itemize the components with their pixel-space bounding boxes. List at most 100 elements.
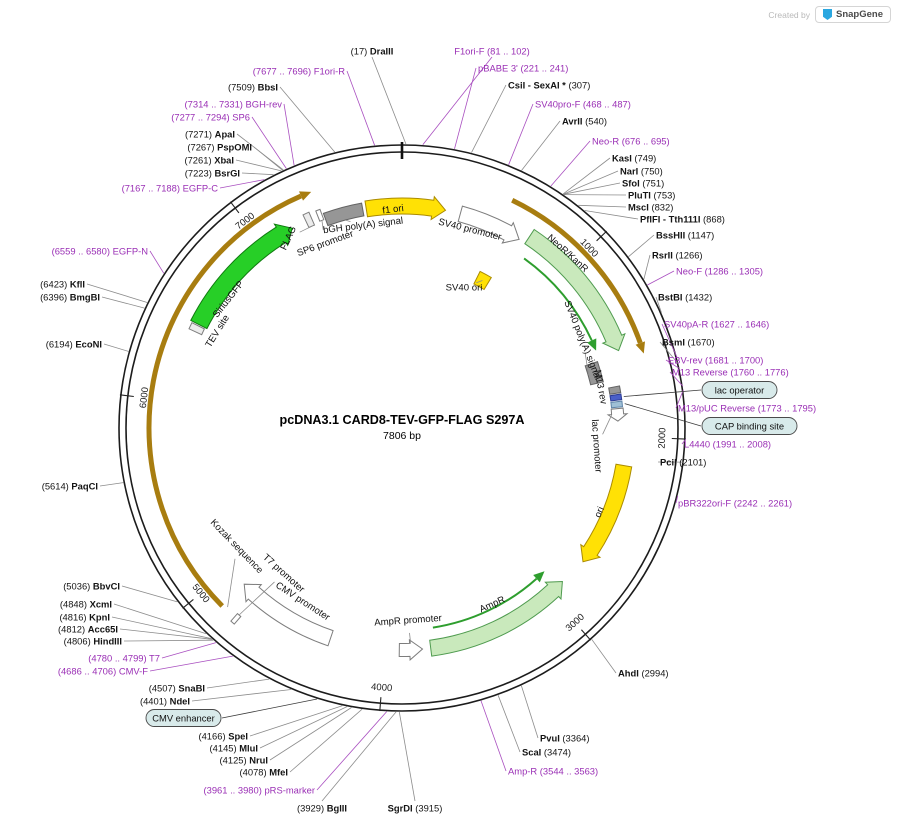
- f1-ori[interactable]: [364, 195, 447, 221]
- feature-label-kozak-sequence[interactable]: Kozak sequence: [208, 517, 265, 576]
- enzyme-label-econi[interactable]: (6194) EcoNI: [46, 338, 102, 349]
- m13-rev-site[interactable]: [608, 385, 622, 395]
- primer-label-sv40pa-r-1627-1646[interactable]: SV40pA-R (1627 .. 1646): [664, 318, 769, 329]
- enzyme-label-bsshii[interactable]: BssHII (1147): [656, 229, 714, 240]
- enzyme-label-bsrgi[interactable]: (7223) BsrGI: [185, 167, 240, 178]
- boxed-feature-labels: lac operator CAP binding site CMV enhancer: [145, 381, 798, 727]
- leader-line-bbsi: [279, 86, 336, 153]
- primer-label-neo-r-676-695[interactable]: Neo-R (676 .. 695): [592, 135, 670, 146]
- snapgene-logo: SnapGene: [815, 6, 891, 23]
- enzyme-label-snabi[interactable]: (4507) SnaBI: [149, 682, 205, 693]
- enzyme-label-ahdi[interactable]: AhdI (2994): [618, 667, 669, 678]
- enzyme-label-spei[interactable]: (4166) SpeI: [198, 730, 248, 741]
- tev-site-feature[interactable]: [188, 322, 206, 336]
- position-mark-6000: 6000: [138, 387, 151, 409]
- primer-label-4780-4799-t7[interactable]: (4780 .. 4799) T7: [88, 652, 160, 663]
- ori[interactable]: [580, 463, 633, 563]
- feature-box-cap-binding-site[interactable]: [701, 417, 798, 435]
- primer-label-6559-6580-egfp-n[interactable]: (6559 .. 6580) EGFP-N: [52, 245, 148, 256]
- watermark: Created by SnapGene: [768, 6, 891, 23]
- enzyme-label-pflfi-tth111i[interactable]: PflFI - Tth111I (868): [640, 213, 725, 224]
- enzyme-label-xbai[interactable]: (7261) XbaI: [184, 154, 234, 165]
- neo-cassette-arc[interactable]: [511, 198, 643, 344]
- primer-label-m13-reverse-1760-1776[interactable]: M13 Reverse (1760 .. 1776): [672, 366, 789, 377]
- enzyme-label-mfei[interactable]: (4078) MfeI: [240, 766, 288, 777]
- leader-line-bstbi: [655, 296, 662, 313]
- neor-inner-arrow[interactable]: [523, 257, 593, 341]
- enzyme-label-csii-sexai[interactable]: CsiI - SexAI * (307): [508, 79, 590, 90]
- ampr[interactable]: [429, 580, 563, 657]
- primer-label-f1ori-f-81-102[interactable]: F1ori-F (81 .. 102): [454, 45, 530, 56]
- primer-label-3961-3980-prs-marker[interactable]: (3961 .. 3980) pRS-marker: [203, 784, 315, 795]
- enzyme-label-nari[interactable]: NarI (750): [620, 165, 663, 176]
- enzyme-label-avrii[interactable]: AvrII (540): [562, 115, 607, 126]
- enzyme-label-paqci[interactable]: (5614) PaqCI: [42, 480, 98, 491]
- primer-label-amp-r-3544-3563[interactable]: Amp-R (3544 .. 3563): [508, 765, 598, 776]
- primer-label-m13-puc-reverse-1773-1795[interactable]: M13/pUC Reverse (1773 .. 1795): [678, 402, 816, 413]
- feature-label-f1-ori[interactable]: f1 ori: [382, 203, 405, 217]
- enzyme-label-rsrii[interactable]: RsrII (1266): [652, 249, 703, 260]
- flag-tag[interactable]: [302, 211, 316, 229]
- enzyme-label-ndei[interactable]: (4401) NdeI: [140, 695, 190, 706]
- enzyme-label-pvui[interactable]: PvuI (3364): [540, 732, 590, 743]
- bgh-polya-signal[interactable]: [322, 202, 365, 227]
- enzyme-label-nrui[interactable]: (4125) NruI: [220, 754, 268, 765]
- enzyme-label-scai[interactable]: ScaI (3474): [522, 746, 571, 757]
- feature-label-ori[interactable]: ori: [593, 505, 607, 519]
- primer-label-pbabe-3-221-241[interactable]: pBABE 3' (221 .. 241): [478, 62, 568, 73]
- cap-binding-site-feature[interactable]: [610, 400, 624, 409]
- ampr-promoter[interactable]: [398, 638, 424, 661]
- primer-label-7314-7331-bgh-rev[interactable]: (7314 .. 7331) BGH-rev: [185, 98, 283, 109]
- primer-label-7277-7294-sp6[interactable]: (7277 .. 7294) SP6: [171, 111, 250, 122]
- enzyme-label-xcmi[interactable]: (4848) XcmI: [60, 598, 112, 609]
- primer-label-4686-4706-cmv-f[interactable]: (4686 .. 4706) CMV-F: [58, 665, 148, 676]
- primer-label-neo-f-1286-1305[interactable]: Neo-F (1286 .. 1305): [676, 265, 763, 276]
- enzyme-label-sgrdi[interactable]: SgrDI (3915): [388, 802, 443, 813]
- leader-line-3961-3980-prs-marker: [316, 711, 387, 791]
- sv40-polya-signal[interactable]: [584, 360, 604, 386]
- enzyme-label-kpni[interactable]: (4816) KpnI: [59, 611, 110, 622]
- primer-label-sv40pro-f-468-487[interactable]: SV40pro-F (468 .. 487): [535, 98, 631, 109]
- neor-kanr[interactable]: [524, 228, 626, 352]
- feature-label-lac-promoter[interactable]: lac promoter: [589, 419, 604, 474]
- primer-label-pbr322ori-f-2242-2261[interactable]: pBR322ori-F (2242 .. 2261): [678, 497, 792, 508]
- lac-promoter-site[interactable]: [606, 407, 629, 422]
- sv40-ori[interactable]: [473, 270, 492, 291]
- primer-label-7167-7188-egfp-c[interactable]: (7167 .. 7188) EGFP-C: [122, 182, 219, 193]
- enzyme-label-bstbi[interactable]: BstBI (1432): [658, 291, 712, 302]
- enzyme-label-bbvci[interactable]: (5036) BbvCI: [63, 580, 120, 591]
- enzyme-label-acc65i[interactable]: (4812) Acc65I: [58, 623, 118, 634]
- enzyme-label-mlui[interactable]: (4145) MluI: [210, 742, 258, 753]
- t7-promoter-site[interactable]: [230, 612, 242, 625]
- feature-box-cmv-enhancer[interactable]: [145, 709, 222, 727]
- enzyme-label-msci[interactable]: MscI (832): [628, 201, 673, 212]
- primer-label-7677-7696-f1ori-r[interactable]: (7677 .. 7696) F1ori-R: [253, 65, 345, 76]
- enzyme-label-sfoi[interactable]: SfoI (751): [622, 177, 664, 188]
- primer-label-l4440-1991-2008[interactable]: L4440 (1991 .. 2008): [684, 438, 771, 449]
- enzyme-label-pluti[interactable]: PluTI (753): [628, 189, 675, 200]
- feature-label-m13-rev[interactable]: M13 rev: [592, 369, 609, 405]
- enzyme-label-kfli[interactable]: (6423) KflI: [40, 278, 85, 289]
- enzyme-label-bbsi[interactable]: (7509) BbsI: [228, 81, 278, 92]
- sirius-gfp[interactable]: [190, 223, 293, 330]
- ampr-inner-arrow[interactable]: [432, 577, 538, 629]
- enzyme-label-hindiii[interactable]: (4806) HindIII: [64, 635, 122, 646]
- enzyme-label-pcii[interactable]: PciI (2101): [660, 456, 706, 467]
- sp6-promoter-site[interactable]: [315, 208, 325, 222]
- cmv-promoter[interactable]: [243, 583, 334, 647]
- enzyme-label-draiii[interactable]: (17) DraIII: [351, 45, 394, 56]
- enzyme-label-kasi[interactable]: KasI (749): [612, 152, 656, 163]
- enzyme-label-apai[interactable]: (7271) ApaI: [185, 128, 235, 139]
- lac-operator-site[interactable]: [609, 393, 623, 402]
- sv40-promoter[interactable]: [457, 205, 520, 244]
- feature-label-ampr-promoter[interactable]: AmpR promoter: [374, 613, 443, 629]
- enzyme-label-pspomi[interactable]: (7267) PspOMI: [187, 141, 252, 152]
- enzyme-label-bglii[interactable]: (3929) BglII: [297, 802, 347, 813]
- feature-box-lac-operator[interactable]: [701, 381, 778, 399]
- feature-label-ampr[interactable]: AmpR: [478, 594, 507, 615]
- feature-label-sv40-ori[interactable]: SV40 ori: [446, 282, 483, 293]
- enzyme-label-bsmi[interactable]: BsmI (1670): [662, 336, 715, 347]
- card8-cassette-arc[interactable]: [146, 193, 302, 608]
- primer-label-ebv-rev-1681-1700[interactable]: EBV-rev (1681 .. 1700): [668, 354, 763, 365]
- enzyme-label-bmgbi[interactable]: (6396) BmgBI: [40, 291, 100, 302]
